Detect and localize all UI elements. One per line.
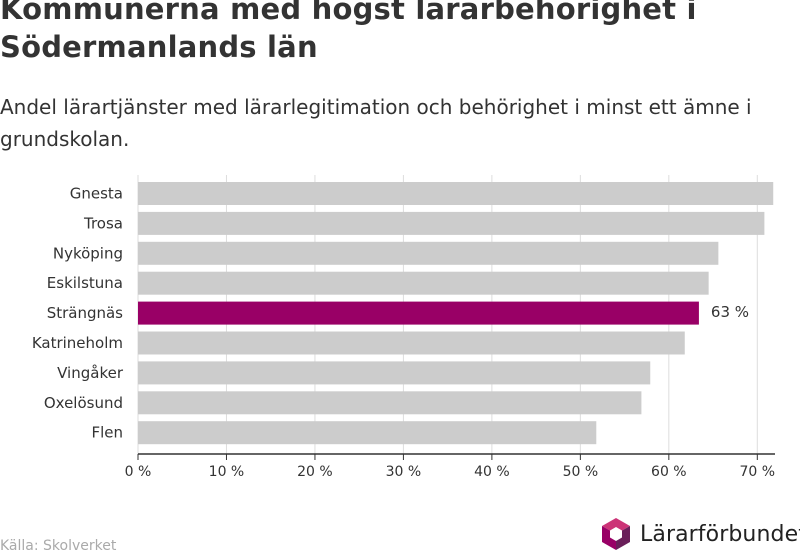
chart-subtitle: Andel lärartjänster med lärarlegitimatio… <box>0 95 752 151</box>
x-tick-label: 0 % <box>125 464 152 480</box>
x-tick-label: 70 % <box>740 464 776 480</box>
category-label: Gnesta <box>70 185 123 203</box>
category-label: Strängnäs <box>47 304 123 322</box>
category-label: Eskilstuna <box>47 274 123 292</box>
bar-eskilstuna <box>138 271 709 295</box>
x-tick-label: 10 % <box>209 464 245 480</box>
category-label: Katrineholm <box>32 334 123 352</box>
bar-gnesta <box>138 182 774 205</box>
x-tick-label: 40 % <box>474 464 510 480</box>
hexagon-logo-icon <box>602 518 630 550</box>
chart-title: Kommunerna med högst lärarbehörighet i S… <box>0 0 697 64</box>
brand-logo: Lärarförbundet <box>600 514 800 554</box>
bar-oxelösund <box>138 391 642 415</box>
x-tick-label: 30 % <box>386 464 422 480</box>
x-tick-label: 60 % <box>651 464 687 480</box>
bar-vingåker <box>138 361 651 385</box>
category-label: Oxelösund <box>44 394 123 412</box>
source-note: Källa: Skolverket <box>0 538 117 554</box>
bar-chart: Gnesta Trosa Nyköping Eskilstuna Strängnäs 63… <box>32 175 776 480</box>
category-label: Trosa <box>83 214 123 232</box>
x-tick-label: 20 % <box>297 464 333 480</box>
logo-text: Lärarförbundet <box>640 521 800 547</box>
category-label: Nyköping <box>53 244 123 262</box>
bar-flen <box>138 421 597 445</box>
category-label: Flen <box>91 424 123 442</box>
bar-katrineholm <box>138 331 685 355</box>
category-label: Vingåker <box>57 364 124 382</box>
bar-trosa <box>138 211 765 235</box>
bar-strängnäs <box>138 301 699 325</box>
bar-nyköping <box>138 241 719 265</box>
x-tick-label: 50 % <box>563 464 599 480</box>
data-label: 63 % <box>711 303 749 321</box>
